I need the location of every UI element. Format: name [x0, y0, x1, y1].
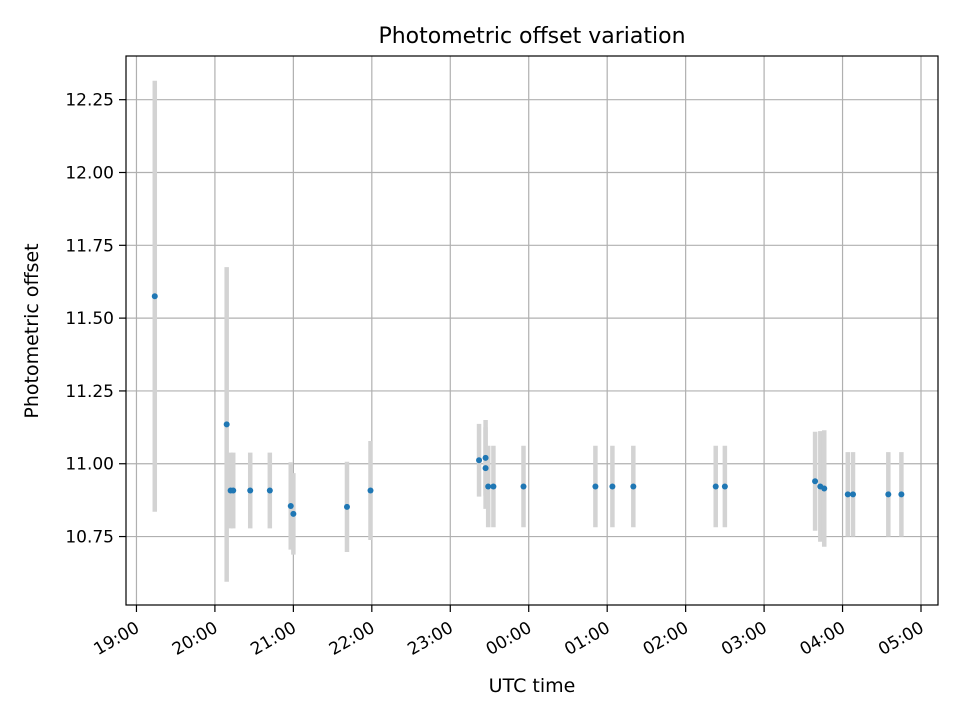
y-tick-label: 12.00	[65, 163, 114, 183]
data-point	[290, 510, 297, 517]
data-point	[721, 483, 728, 490]
data-point	[850, 491, 857, 498]
data-point	[476, 457, 483, 464]
data-point	[812, 478, 819, 485]
data-point	[821, 485, 828, 492]
data-point	[151, 293, 158, 300]
data-point	[712, 483, 719, 490]
chart-title: Photometric offset variation	[378, 24, 685, 49]
x-axis-label: UTC time	[489, 675, 576, 697]
y-tick-label: 11.75	[65, 236, 114, 256]
data-point	[885, 491, 892, 498]
y-tick-label: 12.25	[65, 91, 114, 111]
data-points	[151, 293, 905, 517]
data-point	[223, 421, 230, 428]
y-axis-ticks: 10.75 11.00 11.25 11.50 11.75 12.00 12.25	[65, 91, 126, 548]
y-axis-label: Photometric offset	[21, 243, 43, 418]
data-point	[490, 483, 497, 490]
data-point	[343, 503, 350, 510]
y-tick-label: 10.75	[65, 528, 114, 548]
data-point	[520, 483, 527, 490]
data-point	[287, 502, 294, 509]
y-tick-label: 11.25	[65, 382, 114, 402]
y-tick-label: 11.50	[65, 309, 114, 329]
data-point	[844, 491, 851, 498]
data-point	[230, 487, 237, 494]
data-point	[898, 491, 905, 498]
y-tick-label: 11.00	[65, 455, 114, 475]
data-point	[482, 454, 489, 461]
data-point	[630, 483, 637, 490]
data-point	[482, 465, 489, 472]
data-point	[592, 483, 599, 490]
data-point	[609, 483, 616, 490]
data-point	[266, 487, 273, 494]
data-point	[485, 483, 492, 490]
data-point	[247, 487, 254, 494]
data-point	[367, 487, 374, 494]
grid-lines	[126, 56, 938, 605]
plot-frame	[125, 55, 939, 606]
